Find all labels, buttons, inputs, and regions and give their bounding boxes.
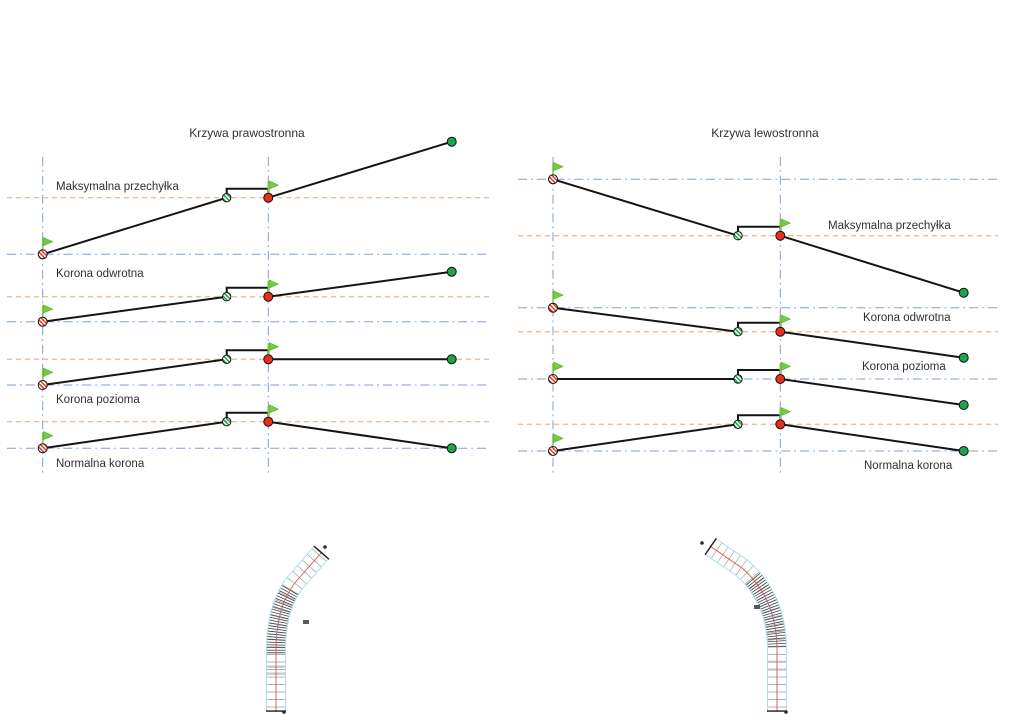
- flag-pennant: [780, 218, 792, 228]
- flag-pennant: [553, 162, 564, 172]
- flag-pennant: [553, 433, 564, 443]
- flag-pennant: [268, 279, 280, 289]
- row-label: Maksymalna przechyłka: [828, 220, 951, 232]
- row-label: Korona pozioma: [862, 361, 946, 373]
- plan-right-curve: [266, 545, 330, 714]
- alignment-end-tick: [313, 545, 330, 560]
- superelevation-row: Korona pozioma: [7, 342, 489, 406]
- flag-pennant: [43, 237, 54, 247]
- curve-point-marker: [222, 193, 232, 203]
- end-point-marker: [958, 400, 969, 410]
- superelevation-row: Maksymalna przechyłka: [518, 162, 998, 298]
- alignment-end-tick: [704, 537, 717, 556]
- diagram-lewostronna: Maksymalna przechyłka Korona odwrotna Koro…: [518, 126, 998, 475]
- end-point-marker: [446, 266, 457, 277]
- pivot-point-marker: [775, 230, 786, 241]
- superelevation-profile-line: [553, 369, 964, 406]
- superelevation-row: Maksymalna przechyłka: [7, 136, 489, 260]
- pivot-point-marker: [263, 416, 274, 427]
- pivot-point-marker: [775, 374, 786, 384]
- superelevation-row: Korona odwrotna: [518, 290, 998, 363]
- row-label: Korona odwrotna: [863, 312, 951, 324]
- station-label-marker: [303, 620, 309, 624]
- flag-pennant: [43, 367, 54, 377]
- pivot-point-marker: [263, 192, 274, 203]
- station-end-marker: [784, 710, 788, 714]
- superelevation-profile-line: [552, 306, 964, 359]
- begin-transition-marker: [37, 443, 48, 454]
- superelevation-profile-line: [552, 178, 964, 294]
- superelevation-profile-line: [42, 140, 452, 256]
- flag-pennant: [268, 404, 280, 414]
- curve-point-marker: [222, 417, 232, 427]
- curve-point-marker: [222, 292, 232, 302]
- curve-point-marker: [733, 374, 743, 384]
- curve-point-marker: [222, 354, 232, 364]
- flag-pennant: [553, 361, 564, 371]
- begin-transition-marker: [548, 302, 558, 313]
- roadway-band-core: [704, 538, 786, 712]
- curve-region-dashed-line: [275, 606, 283, 643]
- flag-pennant: [43, 304, 54, 314]
- flag-pennant: [780, 407, 792, 417]
- superelevation-profile-line: [552, 414, 964, 452]
- curve-region-dashed-line: [763, 594, 777, 635]
- flag-pennant: [780, 361, 792, 371]
- superelevation-profile-line: [42, 411, 452, 450]
- curve-point-marker: [733, 419, 743, 429]
- diagram-title: Krzywa lewostronna: [711, 126, 819, 140]
- superelevation-row: Normalna korona: [7, 404, 489, 470]
- flag-pennant: [43, 431, 54, 441]
- plan-left-curve: [700, 537, 788, 714]
- diagram-title: Krzywa prawostronna: [189, 126, 305, 140]
- superelevation-row: Korona pozioma: [518, 361, 998, 410]
- roadway-band-core: [267, 546, 329, 712]
- begin-transition-marker: [548, 174, 558, 185]
- station-end-marker: [700, 541, 704, 545]
- flag-pennant: [268, 180, 280, 190]
- row-label: Normalna korona: [864, 460, 953, 472]
- pivot-point-marker: [775, 419, 786, 430]
- begin-transition-marker: [548, 374, 558, 384]
- superelevation-profile-line: [42, 270, 452, 323]
- pivot-point-marker: [775, 326, 786, 337]
- begin-transition-marker: [37, 316, 48, 327]
- pivot-point-marker: [263, 291, 274, 302]
- curve-point-marker: [733, 231, 743, 241]
- end-point-marker: [958, 352, 969, 363]
- end-point-marker: [958, 287, 969, 298]
- begin-transition-marker: [37, 380, 48, 390]
- begin-transition-marker: [37, 249, 48, 260]
- begin-transition-marker: [548, 446, 558, 456]
- pivot-point-marker: [263, 354, 274, 365]
- end-point-marker: [958, 446, 969, 456]
- row-label: Normalna korona: [56, 458, 145, 470]
- flag-pennant: [553, 290, 564, 300]
- flag-pennant: [268, 342, 280, 352]
- superelevation-row: Korona odwrotna: [7, 266, 489, 327]
- station-end-marker: [323, 545, 327, 549]
- row-label: Korona pozioma: [56, 394, 140, 406]
- row-label: Korona odwrotna: [56, 268, 144, 280]
- superelevation-row: Normalna korona: [518, 407, 998, 472]
- end-point-marker: [446, 136, 457, 147]
- end-point-marker: [446, 443, 457, 454]
- diagram-prawostronna: Maksymalna przechyłka Korona odwrotna Koro…: [7, 126, 489, 475]
- station-label-marker: [754, 605, 760, 609]
- flag-pennant: [780, 314, 792, 324]
- end-point-marker: [446, 354, 457, 365]
- station-end-marker: [282, 710, 286, 714]
- curve-point-marker: [733, 327, 743, 337]
- superelevation-profile-line: [42, 349, 452, 386]
- row-label: Maksymalna przechyłka: [56, 181, 179, 193]
